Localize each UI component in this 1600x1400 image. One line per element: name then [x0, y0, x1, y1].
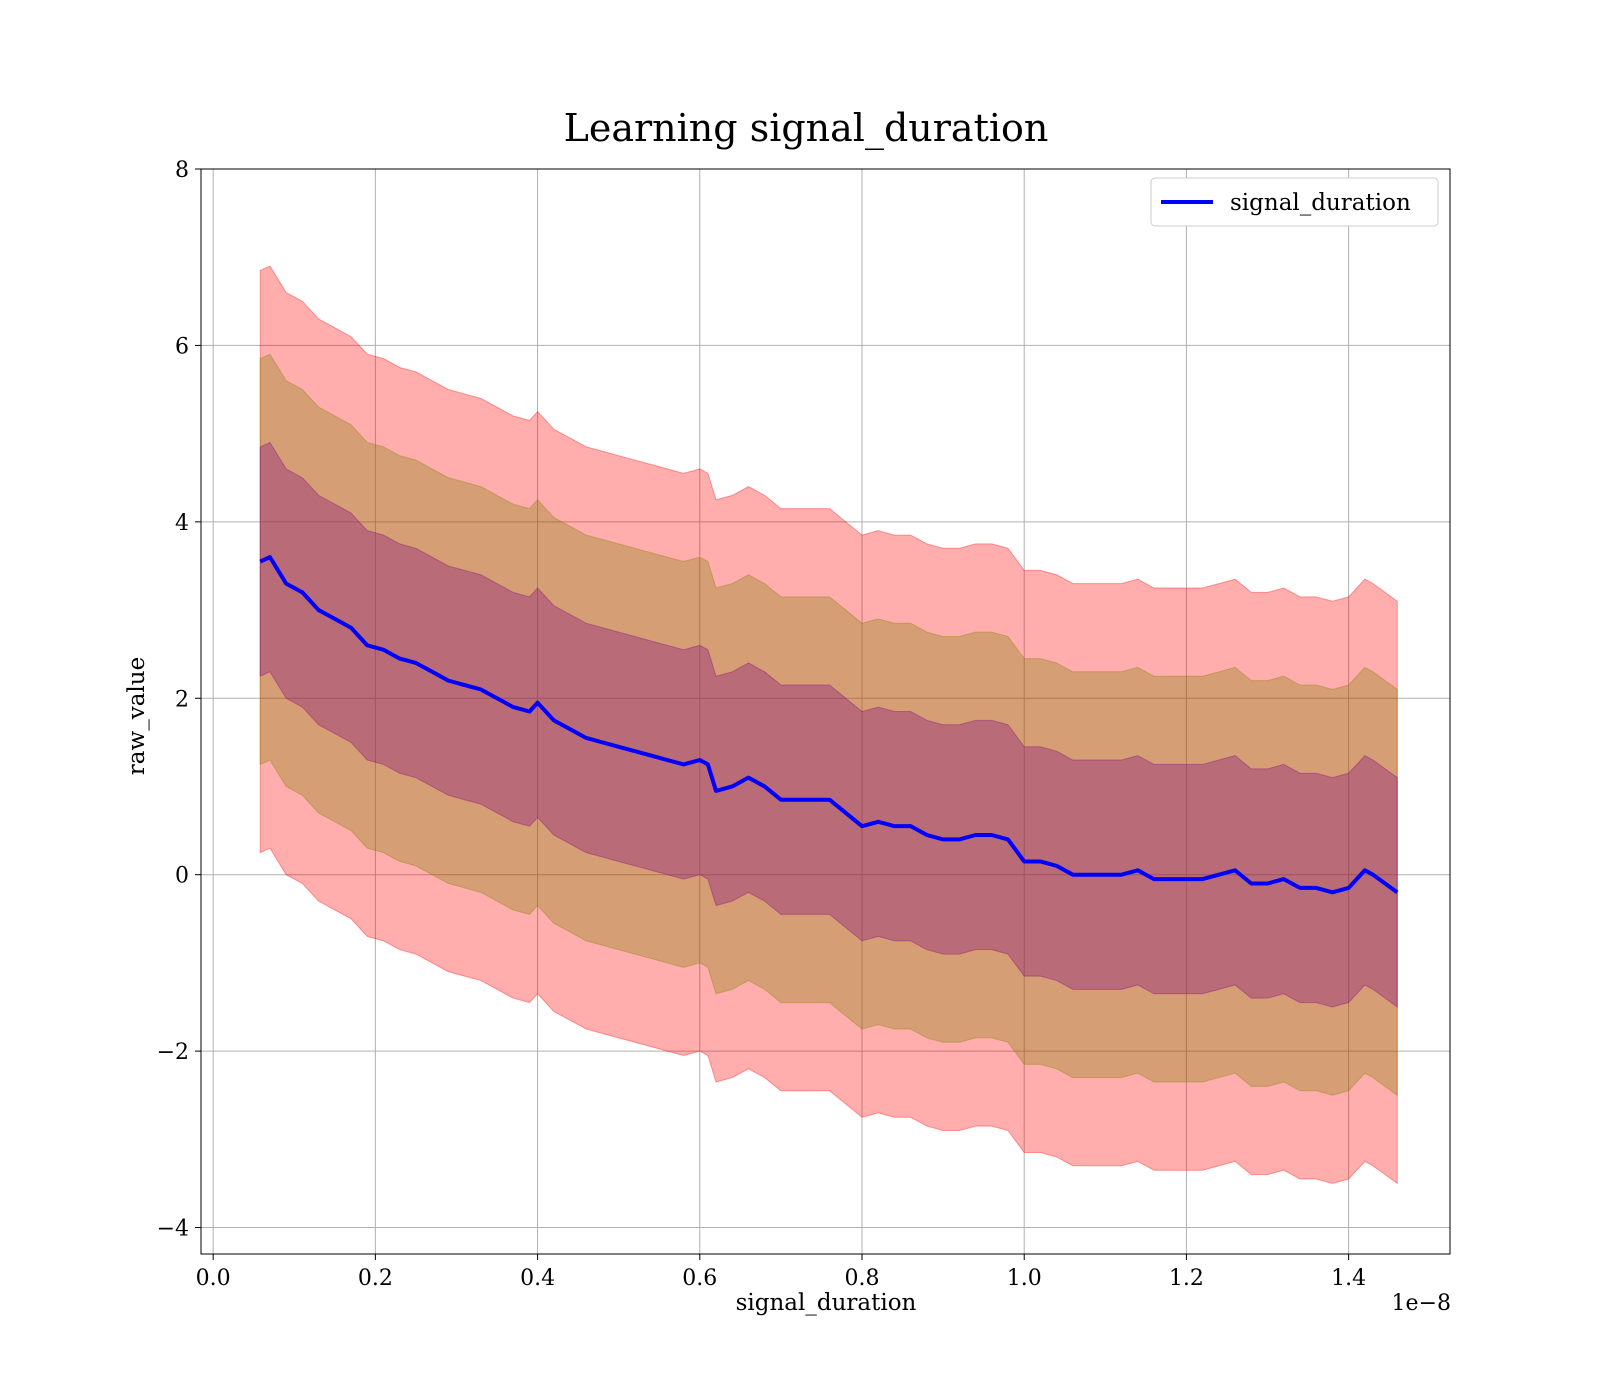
- x-offset-text: 1e−8: [1392, 1291, 1451, 1316]
- x-tick-label: 1.2: [1169, 1266, 1204, 1291]
- y-tick-label: 6: [175, 334, 189, 359]
- band-outer: [259, 265, 1398, 1185]
- legend: signal_duration: [1150, 177, 1439, 227]
- x-tick-label: 1.4: [1331, 1266, 1366, 1291]
- legend-box: [1150, 177, 1439, 227]
- y-tick-label: −4: [157, 1217, 189, 1242]
- line-layer: [259, 555, 1399, 895]
- x-tick-label: 0.4: [520, 1266, 555, 1291]
- x-tick-label: 0.2: [358, 1266, 393, 1291]
- plot-frame: [200, 168, 1451, 1255]
- y-tick-label: 2: [175, 687, 189, 712]
- y-tick-label: 0: [175, 864, 189, 889]
- x-axis-label: signal_duration: [736, 1290, 917, 1316]
- y-tick-label: 4: [175, 511, 189, 536]
- bands-layer: [259, 265, 1398, 1185]
- plot-area: 0.0 0.2 0.4 0.6 0.8 1.0 1.2 1.4 −4 −2 0 2 4 6 8: [157, 158, 1451, 1291]
- band-inner: [259, 441, 1398, 1008]
- ticks-layer: 0.0 0.2 0.4 0.6 0.8 1.0 1.2 1.4 −4 −2 0 2 4 6 8: [157, 158, 1367, 1291]
- band-middle: [259, 353, 1398, 1097]
- x-tick-label: 0.0: [196, 1266, 231, 1291]
- legend-entry-label: signal_duration: [1230, 190, 1411, 216]
- series-line-signal-duration: [259, 555, 1399, 895]
- y-tick-label: −2: [157, 1040, 189, 1065]
- y-tick-label: 8: [175, 158, 189, 183]
- chart-title: Learning signal_duration: [564, 106, 1049, 151]
- x-tick-label: 0.6: [682, 1266, 717, 1291]
- x-tick-label: 1.0: [1007, 1266, 1042, 1291]
- x-tick-label: 0.8: [844, 1266, 879, 1291]
- grid-layer: [201, 168, 1450, 1254]
- y-axis-label: raw_value: [124, 657, 150, 775]
